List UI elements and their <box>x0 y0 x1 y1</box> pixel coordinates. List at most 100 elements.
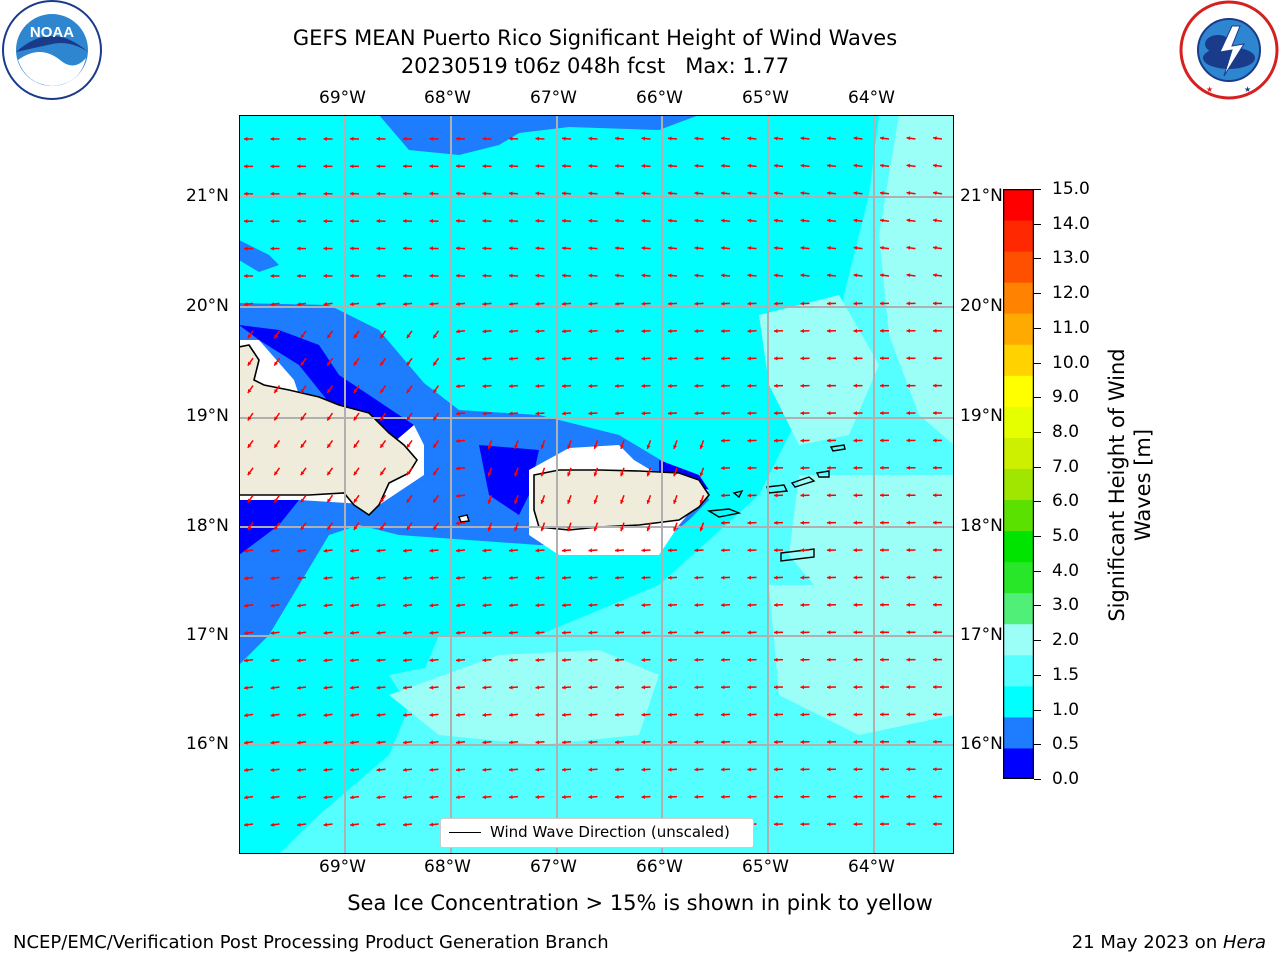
wave-arrow-head <box>641 630 646 635</box>
wave-arrow-head <box>244 685 248 690</box>
wave-arrow-head <box>906 630 910 635</box>
wave-arrow-head <box>641 767 646 772</box>
wave-arrow-head <box>620 444 624 449</box>
wave-arrow-head <box>800 163 805 168</box>
wave-arrow-head <box>514 444 518 449</box>
wave-arrow-head <box>641 301 646 306</box>
colorbar-tick-mark <box>1034 640 1041 642</box>
wave-arrow-head <box>297 603 301 608</box>
wave-arrow-head <box>567 499 571 504</box>
wave-arrow-head <box>880 136 884 141</box>
wave-arrow-head <box>350 191 354 196</box>
wave-arrow-head <box>747 191 752 196</box>
wave-arrow-head <box>562 712 566 717</box>
wave-arrow-head <box>933 245 937 250</box>
wave-arrow-head <box>456 548 460 553</box>
wave-arrow-head <box>880 767 884 772</box>
wave-arrow-head <box>588 740 593 745</box>
wave-arrow-head <box>456 466 460 471</box>
wave-arrow-head <box>323 822 328 827</box>
wave-arrow-head <box>297 767 301 772</box>
wave-arrow-head <box>668 356 672 361</box>
wave-arrow-head <box>774 136 778 141</box>
wave-arrow-head <box>376 767 381 772</box>
wave-arrow-head <box>482 218 486 223</box>
wave-arrow-head <box>376 548 381 553</box>
wave-arrow-head <box>774 739 778 745</box>
wave-arrow-head <box>244 273 248 279</box>
wave-arrow-head <box>694 383 698 388</box>
wave-arrow-head <box>350 603 354 608</box>
wave-arrow-head <box>270 302 275 307</box>
wave-arrow-head <box>880 328 884 333</box>
wave-arrow-head <box>482 384 487 389</box>
wave-arrow-head <box>403 548 407 553</box>
wave-arrow-head <box>456 191 460 196</box>
wave-arrow-head <box>933 657 937 662</box>
wave-arrow-head <box>880 218 884 223</box>
wave-arrow-head <box>593 527 598 532</box>
wave-arrow-head <box>509 356 513 361</box>
lon-label-bottom: 66°W <box>636 857 683 877</box>
wave-arrow-head <box>297 273 301 278</box>
wave-arrow-head <box>853 739 857 744</box>
colorbar-segment <box>1003 189 1034 221</box>
wave-arrow-head <box>588 575 593 580</box>
wave-arrow-head <box>800 493 804 498</box>
wave-arrow-head <box>747 163 752 168</box>
wave-arrow-head <box>615 356 619 361</box>
wave-arrow-head <box>747 329 751 334</box>
wave-arrow-head <box>456 164 460 169</box>
wave-arrow-head <box>880 465 884 470</box>
wave-arrow-head <box>615 657 619 662</box>
colorbar-tick-label: 0.5 <box>1052 734 1080 755</box>
colorbar-segment <box>1003 220 1034 252</box>
wave-arrow-head <box>694 273 699 278</box>
wave-arrow-head <box>615 794 619 799</box>
wave-arrow-head <box>270 630 275 635</box>
wave-arrow-head <box>721 218 725 223</box>
lat-label-left: 19°N <box>186 406 229 426</box>
wave-arrow-head <box>827 356 831 361</box>
wave-arrow-head <box>244 164 248 169</box>
wave-arrow-head <box>509 384 513 389</box>
wave-arrow-head <box>593 499 598 504</box>
wave-arrow-head <box>615 548 619 553</box>
wave-arrow-head <box>562 273 566 278</box>
wave-arrow-head <box>747 466 751 471</box>
wave-arrow-head <box>429 136 433 141</box>
wave-arrow-head <box>297 136 301 141</box>
wave-arrow-head <box>827 136 831 141</box>
wave-arrow-head <box>406 416 411 421</box>
wave-arrow-head <box>880 411 884 416</box>
wave-arrow-head <box>297 740 301 745</box>
field-2.0-3.0 <box>759 295 879 445</box>
lon-label-top: 67°W <box>530 88 577 108</box>
wave-arrow-head <box>456 301 460 306</box>
wave-arrow-head <box>827 822 831 827</box>
wave-arrow-head <box>403 576 407 581</box>
wave-arrow-head <box>535 164 540 169</box>
wave-arrow-head <box>641 329 646 334</box>
wave-arrow-head <box>588 685 593 690</box>
wave-arrow-head <box>247 526 252 530</box>
wave-arrow-head <box>800 548 804 553</box>
wave-arrow-head <box>350 713 354 718</box>
wave-arrow-head <box>774 712 778 717</box>
wave-arrow-head <box>646 444 651 449</box>
wave-arrow-head <box>694 740 698 745</box>
lat-label-right: 16°N <box>960 734 1003 754</box>
wave-arrow-head <box>429 218 433 224</box>
wave-arrow-head <box>270 603 275 608</box>
wave-arrow-head <box>270 164 274 169</box>
wave-arrow-head <box>906 191 911 196</box>
wave-arrow-head <box>274 416 278 421</box>
wave-arrow-head <box>274 498 278 503</box>
wave-arrow-head <box>933 767 937 772</box>
lat-label-left: 16°N <box>186 734 229 754</box>
colorbar-segment <box>1003 561 1034 594</box>
wave-arrow-head <box>350 630 354 635</box>
wave-arrow-head <box>509 301 513 306</box>
wave-arrow-head <box>721 740 725 745</box>
wave-arrow-head <box>270 713 275 718</box>
